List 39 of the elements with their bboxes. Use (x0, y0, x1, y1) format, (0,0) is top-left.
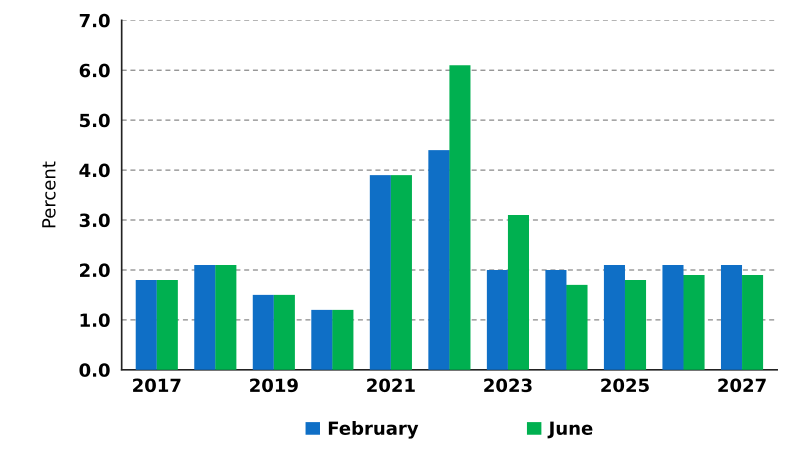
bar (136, 280, 157, 370)
y-tick-label: 6.0 (80, 64, 110, 78)
y-tick-label: 5.0 (80, 114, 110, 128)
bar (508, 215, 530, 370)
y-tick-label: 3.0 (80, 213, 110, 228)
bar (486, 270, 508, 370)
y-tick-label: 0.0 (79, 363, 110, 377)
y-tick-label: 7.0 (80, 14, 110, 28)
x-tick-label: 2023 (484, 378, 532, 392)
bar (390, 175, 412, 370)
x-tick-label: 2027 (718, 378, 766, 392)
y-tick-label: 1.0 (80, 313, 110, 328)
bar (684, 274, 705, 370)
bar (428, 150, 450, 370)
x-tick-label: 2021 (367, 378, 415, 392)
legend-label: February (328, 421, 418, 439)
x-tick-label: 2017 (133, 378, 180, 392)
bar (215, 264, 236, 370)
x-tick-label: 2019 (250, 378, 298, 392)
bar (566, 284, 588, 370)
y-axis-title: Percent (42, 162, 56, 228)
bar (194, 264, 216, 370)
bar (449, 65, 470, 370)
bar (545, 270, 566, 370)
bar (332, 310, 354, 370)
bar (604, 264, 625, 370)
x-tick-label: 2025 (601, 378, 649, 392)
bar (274, 294, 295, 370)
bar (311, 310, 332, 370)
bar (252, 294, 274, 370)
bar (662, 264, 684, 370)
legend-label: June (548, 422, 592, 438)
bar (624, 280, 646, 370)
y-tick-label: 2.0 (80, 263, 110, 278)
bar (156, 280, 178, 370)
y-tick-label: 4.0 (79, 164, 110, 178)
bar (720, 264, 742, 370)
bar (742, 274, 764, 370)
bar (370, 175, 391, 370)
